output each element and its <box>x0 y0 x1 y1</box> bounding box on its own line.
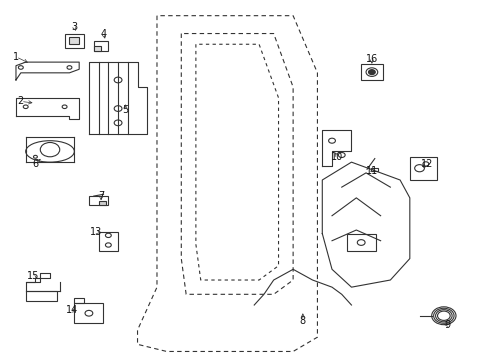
Text: 5: 5 <box>122 105 128 115</box>
Text: 10: 10 <box>330 152 342 162</box>
Bar <box>370 168 377 171</box>
Text: 11: 11 <box>366 166 378 176</box>
Text: 1: 1 <box>13 52 19 62</box>
Text: 16: 16 <box>365 54 377 64</box>
Bar <box>64 33 84 48</box>
Text: 2: 2 <box>18 96 24 107</box>
Text: 4: 4 <box>100 28 106 39</box>
Bar <box>89 196 108 205</box>
Circle shape <box>368 69 374 75</box>
Bar <box>361 64 382 80</box>
Text: 14: 14 <box>65 305 78 315</box>
Text: 7: 7 <box>98 191 104 201</box>
Text: 13: 13 <box>90 227 102 237</box>
Bar <box>94 41 108 51</box>
Text: 9: 9 <box>443 320 449 330</box>
Text: 3: 3 <box>71 22 77 32</box>
Text: 15: 15 <box>27 271 39 282</box>
Bar <box>26 291 57 301</box>
Bar <box>74 298 84 303</box>
Bar <box>74 303 103 323</box>
Text: 6: 6 <box>32 159 39 169</box>
Bar <box>409 157 436 180</box>
Bar <box>94 46 101 51</box>
Bar <box>99 232 118 251</box>
Bar <box>69 37 79 44</box>
Text: 12: 12 <box>420 159 432 169</box>
Text: 8: 8 <box>299 316 305 326</box>
Bar <box>99 201 106 205</box>
Bar <box>346 234 375 251</box>
